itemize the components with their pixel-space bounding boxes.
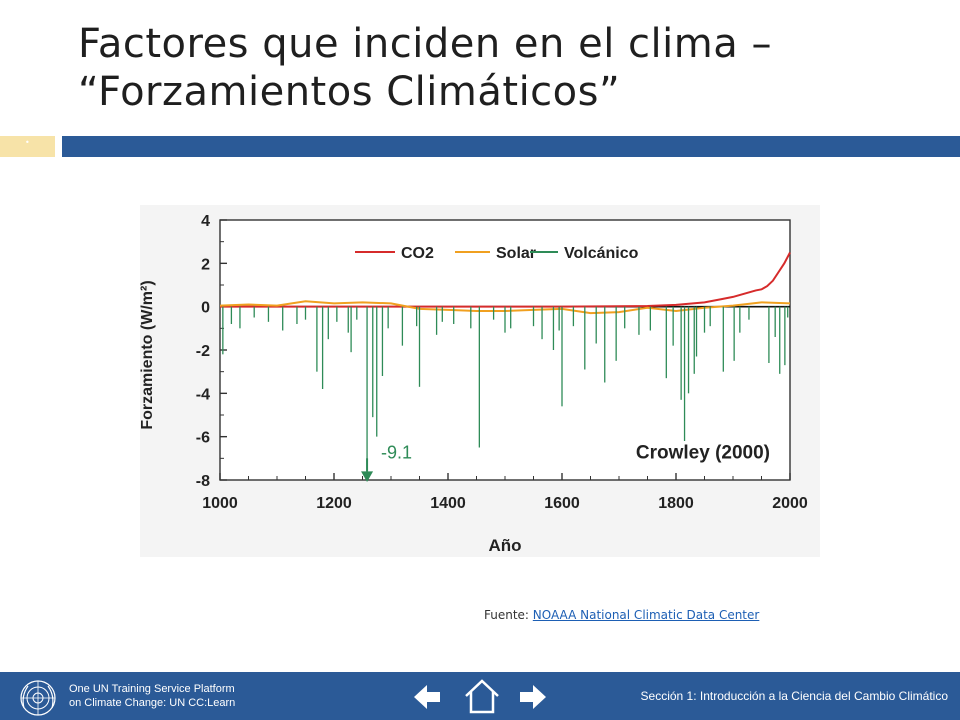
plot-area (219, 219, 791, 481)
series-volcanic (222, 306, 789, 476)
source-prefix: Fuente: (484, 608, 533, 622)
y-tick-label: -2 (196, 343, 210, 360)
chart-svg: 1000 1200 1400 1600 1800 2000 4 2 0 -2 -4 -6 -8 -9.1 C… (139, 205, 820, 557)
x-tick-label: 2000 (772, 495, 808, 512)
slide-marker-bar: • (0, 136, 55, 157)
x-tick-label: 1000 (202, 495, 238, 512)
home-icon[interactable] (463, 676, 501, 716)
series-line-co2 (220, 252, 791, 308)
slide-marker: • (25, 138, 30, 147)
arrow-right-icon[interactable] (516, 680, 550, 714)
annotation-label: -9.1 (381, 442, 412, 462)
source-link[interactable]: NOAAA National Climatic Data Center (532, 608, 760, 622)
y-tick-label: -4 (196, 386, 210, 403)
y-tick-label: 2 (201, 256, 210, 273)
legend: CO2 Solar Volcánico (345, 238, 680, 263)
x-tick-label: 1400 (430, 495, 466, 512)
arrow-left-icon[interactable] (410, 680, 444, 714)
title-line-2: “Forzamientos Climáticos” (78, 69, 621, 115)
x-tick-label: 1200 (316, 495, 352, 512)
x-tick-label: 1800 (658, 495, 694, 512)
slide-title: Factores que inciden en el clima – “Forz… (78, 20, 938, 116)
y-tick-label: -6 (196, 430, 210, 447)
source-citation: Fuente: NOAAA National Climatic Data Cen… (484, 608, 759, 622)
platform-line-2: on Climate Change: UN CC:Learn (69, 697, 236, 709)
y-tick-label: 0 (201, 300, 210, 317)
x-axis-label: Año (488, 536, 521, 555)
un-emblem-icon (20, 680, 56, 716)
credit-label: Crowley (2000) (636, 442, 770, 463)
legend-label: CO2 (401, 245, 434, 262)
x-tick-label: 1600 (544, 495, 580, 512)
footer-bar: One UN Training Service Platform on Clim… (0, 672, 960, 720)
accent-bar (62, 136, 960, 157)
legend-label: Solar (496, 245, 536, 262)
annotation-arrow (361, 471, 374, 482)
y-tick-label: 4 (201, 213, 210, 230)
y-axis-label: Forzamiento (W/m²) (139, 280, 156, 429)
platform-line-1: One UN Training Service Platform (69, 683, 235, 695)
y-tick-label: -8 (196, 473, 210, 490)
forcing-chart: 1000 1200 1400 1600 1800 2000 4 2 0 -2 -4 -6 -8 -9.1 C… (130, 205, 820, 570)
legend-label: Volcánico (564, 245, 639, 262)
platform-name: One UN Training Service Platform on Clim… (69, 682, 235, 710)
legend-box (345, 238, 680, 263)
title-line-1: Factores que inciden en el clima – (78, 21, 772, 67)
section-label: Sección 1: Introducción a la Ciencia del… (640, 689, 948, 703)
